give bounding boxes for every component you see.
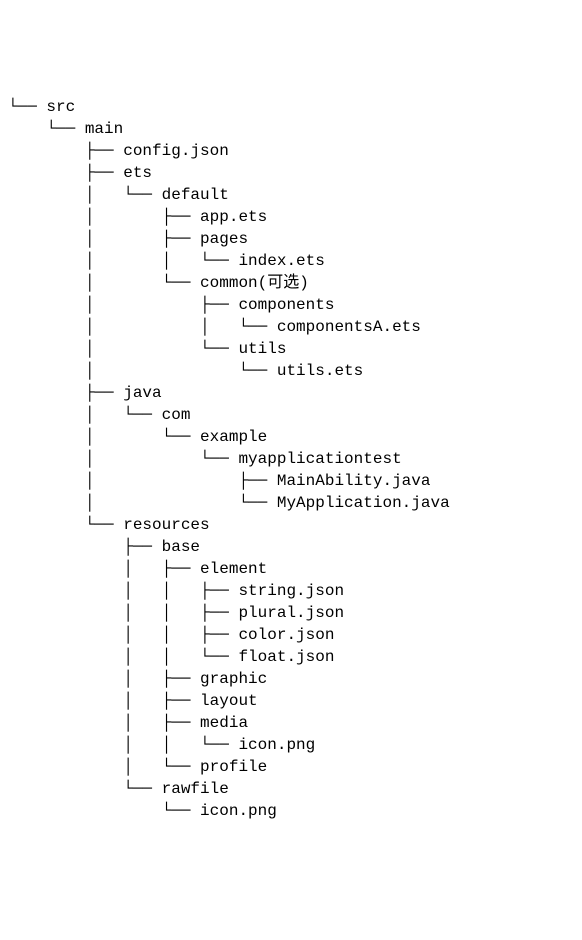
directory-tree: └── src └── main ├── config.json ├── ets…	[8, 96, 574, 822]
